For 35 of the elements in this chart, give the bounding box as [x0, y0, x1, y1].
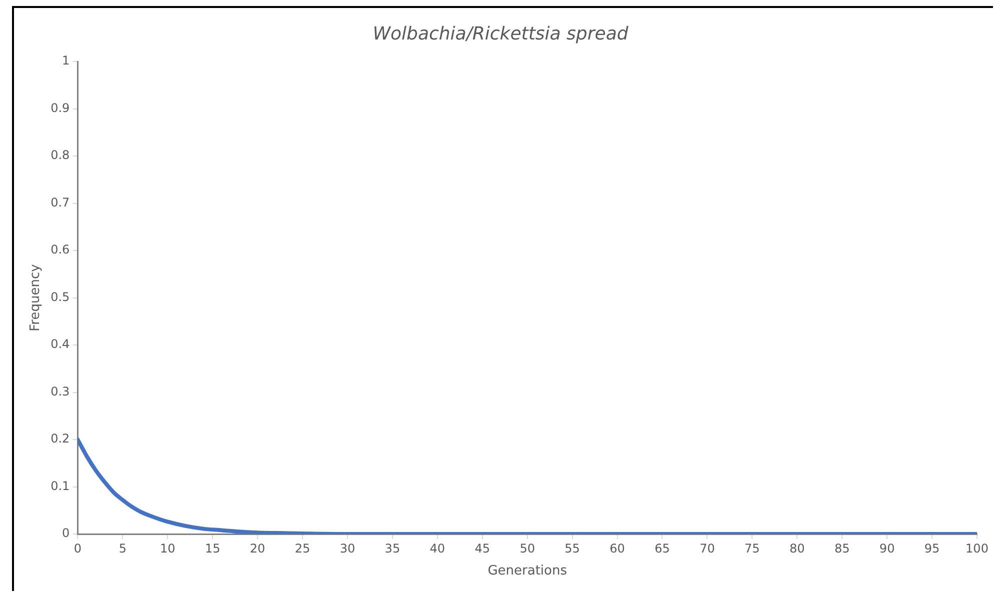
x-tick-label: 70: [700, 541, 715, 556]
y-tick-label: 1: [62, 54, 70, 68]
x-tick-label: 90: [879, 541, 895, 556]
x-tick-label: 0: [74, 541, 82, 556]
chart-title: Wolbachia/Rickettsia spread: [372, 23, 629, 44]
x-tick-label: 100: [966, 541, 988, 556]
x-tick-label: 40: [430, 541, 446, 556]
y-axis-title: Frequency: [28, 264, 44, 332]
x-tick-label: 50: [520, 541, 535, 556]
x-tick-label: 60: [610, 541, 625, 556]
x-tick-label: 80: [789, 541, 805, 556]
y-tick-label: 0.7: [50, 195, 70, 210]
x-tick-label: 15: [204, 541, 220, 556]
y-tick-label: 0.3: [50, 384, 70, 398]
y-tick-label: 0.9: [50, 100, 70, 115]
y-tick-label: 0.5: [50, 290, 70, 304]
x-tick-label: 5: [118, 541, 126, 556]
y-tick-label: 0.1: [50, 478, 70, 493]
y-tick-label: 0.4: [50, 337, 70, 352]
x-axis-title: Generations: [488, 564, 568, 579]
y-tick-label: 0.6: [50, 242, 70, 257]
x-tick-label: 55: [564, 541, 580, 556]
x-tick-label: 20: [250, 541, 266, 556]
x-tick-label: 25: [294, 541, 310, 556]
x-tick-label: 45: [474, 541, 490, 556]
x-tick-label: 85: [834, 541, 850, 556]
x-tick-label: 65: [654, 541, 670, 556]
y-tick-label: 0.8: [50, 148, 70, 162]
x-tick-label: 35: [384, 541, 400, 556]
x-tick-label: 10: [160, 541, 176, 556]
y-tick-label: 0.2: [50, 432, 70, 446]
y-tick-label: 0: [62, 526, 70, 540]
x-tick-label: 75: [744, 541, 760, 556]
x-tick-label: 95: [924, 541, 940, 556]
x-tick-label: 30: [340, 541, 356, 556]
